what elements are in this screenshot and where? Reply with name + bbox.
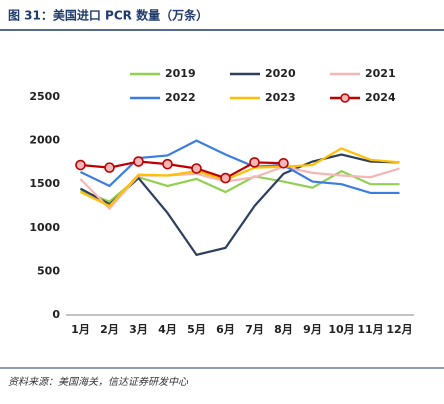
source: 资料来源：美国海关，信达证券研发中心 [8, 376, 189, 388]
legend-label: 2019 [165, 67, 196, 80]
legend-marker [340, 93, 350, 103]
y-tick-label: 2000 [29, 134, 60, 147]
x-tick-label: 6月 [216, 323, 235, 336]
y-tick-label: 1000 [29, 221, 60, 234]
legend-label: 2024 [365, 91, 396, 104]
x-tick-label: 2月 [100, 323, 119, 336]
series-marker [249, 157, 260, 168]
series-marker [220, 172, 231, 184]
legend-label: 2022 [165, 91, 196, 104]
legend-label: 2020 [265, 67, 296, 80]
x-tick-label: 7月 [245, 323, 264, 336]
legend-label: 2021 [365, 67, 396, 80]
x-tick-label: 12月 [386, 323, 412, 336]
y-tick-label: 1500 [29, 177, 60, 190]
series-marker [278, 157, 289, 169]
series-line [80, 147, 400, 208]
x-tick-label: 3月 [129, 323, 148, 336]
x-tick-label: 8月 [274, 323, 293, 336]
y-tick-label: 2500 [29, 90, 60, 103]
series-marker [75, 159, 86, 171]
series-marker [133, 156, 144, 167]
x-tick-label: 11月 [357, 323, 383, 336]
legend-label: 2023 [265, 91, 296, 104]
x-tick-label: 10月 [328, 323, 354, 336]
series-marker [191, 163, 202, 174]
x-tick-label: 9月 [303, 323, 322, 336]
series-marker [162, 158, 173, 170]
y-tick-label: 500 [37, 264, 60, 277]
y-tick-label: 0 [52, 308, 60, 321]
x-tick-label: 4月 [158, 323, 177, 336]
x-tick-label: 1月 [71, 323, 90, 336]
chart-title: 图 31：美国进口 PCR 数量（万条） [8, 8, 208, 23]
x-tick-label: 5月 [187, 323, 206, 336]
series-marker [104, 162, 115, 173]
